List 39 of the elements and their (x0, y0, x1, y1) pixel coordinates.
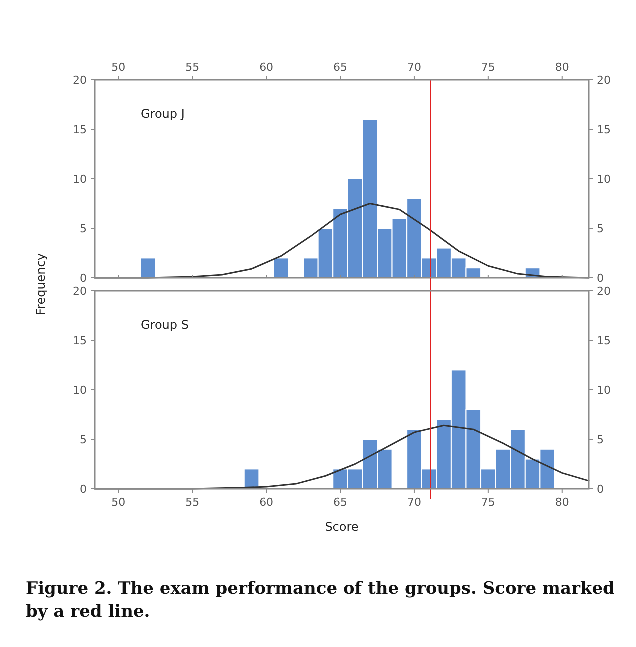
y-tick-label: 10 (73, 173, 87, 186)
x-tick-label: 65 (334, 496, 348, 509)
y-tick-label: 10 (73, 384, 87, 397)
caption: Figure 2. The exam performance of the groups. Score marked by a red line. (26, 579, 616, 622)
x2-tick-label: 65 (334, 61, 348, 74)
x2-tick-label: 80 (555, 61, 570, 74)
x2-tick-label: 75 (481, 61, 496, 74)
text: Group J (141, 107, 185, 121)
y2-tick-label: 20 (597, 74, 611, 87)
x-tick-label: 60 (260, 496, 274, 509)
y2-tick-label: 15 (597, 334, 611, 348)
y-tick-label: 5 (80, 222, 87, 236)
x2-tick-label: 70 (407, 61, 422, 74)
x-tick-label: 80 (555, 496, 570, 509)
y-tick-label: 20 (73, 285, 87, 298)
x-tick-label: 55 (186, 496, 200, 509)
y2-tick-label: 0 (597, 272, 604, 285)
x-tick-label: 50 (112, 496, 126, 509)
x2-tick-label: 50 (112, 61, 126, 74)
y-axis-title: Frequency (34, 254, 48, 316)
text: Group S (141, 318, 189, 332)
y-tick-label: 0 (80, 272, 87, 285)
x-axis-title: Score (325, 520, 359, 534)
x-tick-label: 70 (407, 496, 422, 509)
y2-tick-label: 15 (597, 124, 611, 136)
y2-tick-label: 10 (597, 173, 611, 186)
y2-tick-label: 0 (597, 483, 604, 496)
y-tick-label: 15 (73, 334, 87, 348)
y2-tick-label: 5 (597, 222, 604, 236)
y-tick-label: 5 (80, 434, 87, 446)
y2-tick-label: 5 (597, 434, 604, 446)
x2-tick-label: 60 (260, 61, 274, 74)
y-tick-label: 20 (73, 74, 87, 87)
y2-tick-label: 20 (597, 285, 611, 298)
x-tick-label: 75 (481, 496, 496, 509)
y-tick-label: 0 (80, 483, 87, 496)
x2-tick-label: 55 (186, 61, 200, 74)
y-tick-label: 15 (73, 124, 87, 136)
y2-tick-label: 10 (597, 384, 611, 397)
